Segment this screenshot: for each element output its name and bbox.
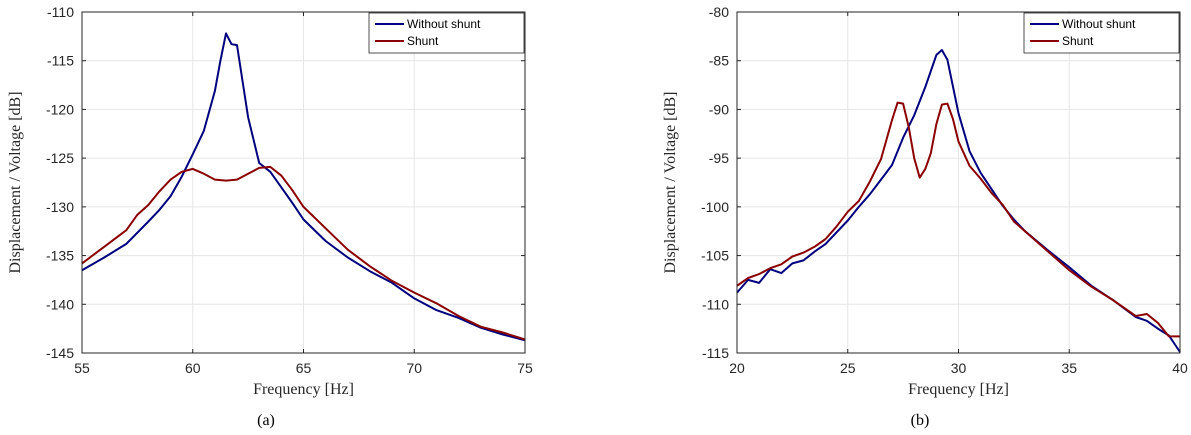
- legend: Without shunt Shunt: [1023, 12, 1180, 54]
- series-line-shunt: [736, 101, 1180, 338]
- y-tick-label: -130: [46, 199, 74, 215]
- y-tick-label: -105: [701, 248, 729, 264]
- chart-panel-b: 20 25 30 35 40 -80 -85 -90 -95 -100 -105 -110 -115 F…: [662, 4, 1188, 429]
- y-tick-label: -145: [46, 345, 74, 361]
- x-axis-label: Frequency [Hz]: [253, 381, 354, 398]
- legend-box: [368, 12, 525, 54]
- y-axis-label: Displacement / Voltage [dB]: [7, 91, 24, 273]
- y-tick-label: -115: [47, 53, 74, 69]
- legend-label-without-shunt: Without shunt: [407, 17, 481, 31]
- legend-box: [1023, 12, 1180, 54]
- legend-label-without-shunt: Without shunt: [1062, 17, 1136, 31]
- y-tick-label: -125: [46, 150, 74, 166]
- legend: Without shunt Shunt: [368, 12, 525, 54]
- x-tick-label: 75: [517, 360, 533, 376]
- x-tick-label: 55: [74, 360, 90, 376]
- y-axis-label: Displacement / Voltage [dB]: [662, 91, 679, 273]
- x-tick-label: 35: [1061, 360, 1077, 376]
- y-tick-label: -120: [46, 101, 74, 117]
- y-tick-label: -110: [702, 296, 729, 312]
- x-tick-label: 60: [185, 360, 201, 376]
- panel-caption: (b): [911, 412, 930, 429]
- y-tick-label: -95: [709, 150, 729, 166]
- series-line-shunt: [81, 165, 526, 341]
- y-tick-label: -110: [47, 4, 74, 20]
- y-tick-label: -100: [701, 199, 729, 215]
- y-tick-label: -115: [702, 345, 729, 361]
- y-tick-label: -135: [46, 248, 74, 264]
- x-tick-label: 65: [296, 360, 312, 376]
- panel-caption: (a): [257, 412, 275, 429]
- legend-label-shunt: Shunt: [1062, 34, 1094, 48]
- y-tick-label: -85: [709, 53, 729, 69]
- series-line-without-shunt: [81, 32, 526, 342]
- chart-panel-a: 55 60 65 70 75 -110 -115 -120 -125 -130 -135 -140 -1…: [7, 4, 533, 429]
- legend-label-shunt: Shunt: [407, 34, 439, 48]
- x-tick-label: 40: [1172, 360, 1188, 376]
- y-tick-label: -80: [709, 4, 729, 20]
- x-axis-label: Frequency [Hz]: [908, 381, 1009, 398]
- x-tick-label: 70: [406, 360, 422, 376]
- x-tick-label: 20: [729, 360, 745, 376]
- x-tick-label: 25: [840, 360, 856, 376]
- y-tick-label: -140: [46, 296, 74, 312]
- y-tick-label: -90: [709, 101, 729, 117]
- x-tick-label: 30: [951, 360, 967, 376]
